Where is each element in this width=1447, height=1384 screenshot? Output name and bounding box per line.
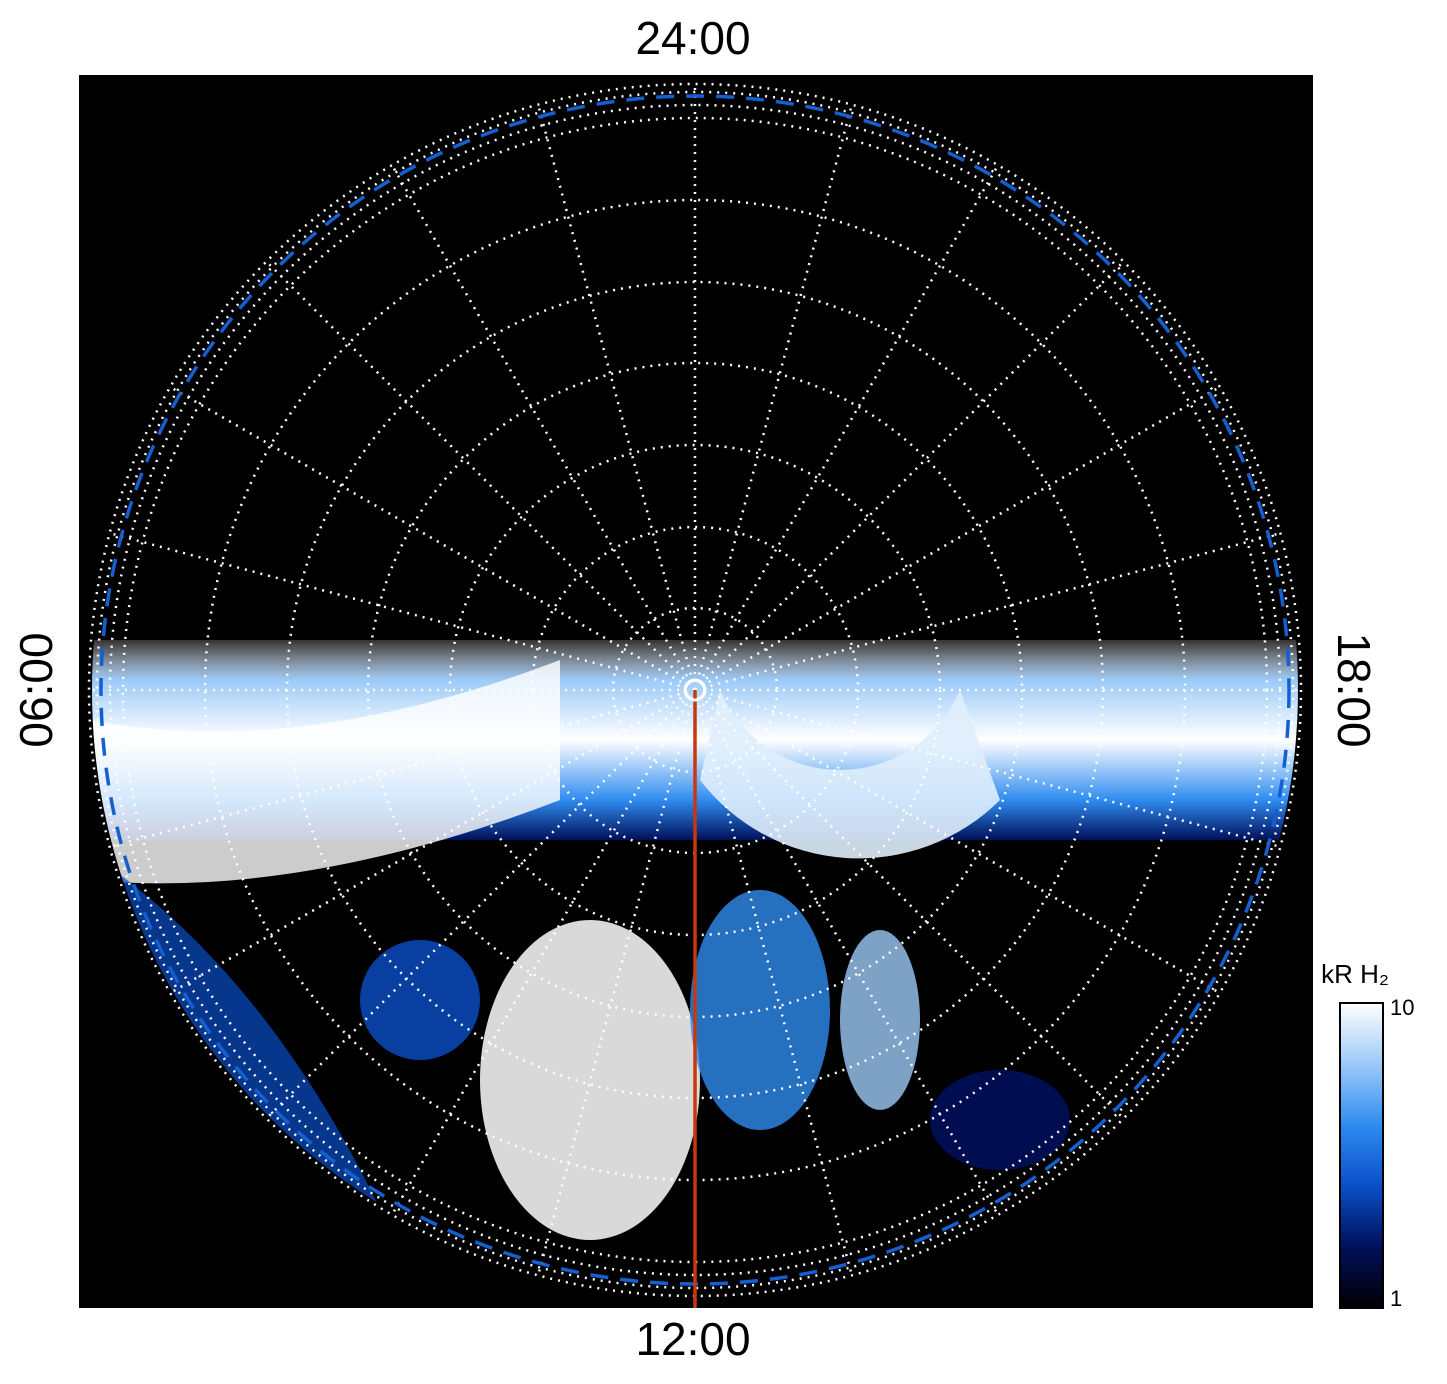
- direction-label: 24:00: [635, 12, 750, 64]
- grid-radial: [693, 164, 1000, 691]
- colorbar-tick-label: 1: [1390, 1286, 1402, 1311]
- grid-circle: [530, 525, 860, 855]
- grid-radial: [694, 531, 1281, 692]
- grid-radial: [390, 164, 697, 691]
- colorbar-label: kR H₂: [1321, 959, 1389, 989]
- grid-radial: [693, 689, 854, 1276]
- grid-circle: [121, 116, 1269, 1264]
- grid-radial: [265, 260, 696, 691]
- grid-radial: [694, 260, 1125, 691]
- grid-radial: [390, 689, 697, 1216]
- grid-radial: [536, 104, 697, 691]
- grid-radial: [693, 689, 1000, 1216]
- direction-label: 18:00: [1328, 632, 1380, 747]
- grid-radial: [694, 688, 1281, 849]
- grid-circle: [95, 90, 1295, 1290]
- grid-radial: [694, 688, 1221, 995]
- grid-radial: [169, 688, 696, 995]
- grid-circle: [87, 82, 1303, 1298]
- pole-marker: [683, 678, 707, 702]
- grid-radial: [109, 688, 696, 849]
- grid-radial: [265, 689, 696, 1120]
- grid-radial: [694, 689, 1125, 1120]
- colorbar: [1339, 1002, 1384, 1309]
- grid-radial: [169, 385, 696, 692]
- colorbar-tick-label: 10: [1390, 995, 1414, 1020]
- grid-radial: [109, 531, 696, 692]
- grid-radial: [536, 689, 697, 1276]
- grid-radial: [693, 104, 854, 691]
- grid-radial: [694, 385, 1221, 692]
- direction-label: 06:00: [10, 632, 62, 747]
- direction-label: 12:00: [635, 1313, 750, 1365]
